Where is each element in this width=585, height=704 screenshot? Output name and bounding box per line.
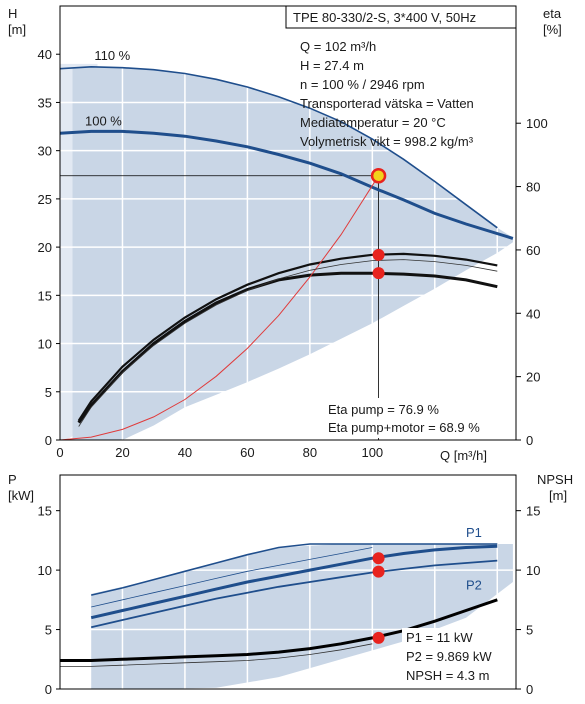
- head-tick-label: 35: [38, 95, 52, 110]
- x-tick-label: 60: [240, 445, 254, 460]
- head-axis-unit: [m]: [8, 22, 26, 37]
- p2-info-label: P2 = 9.869 kW: [406, 649, 492, 664]
- duty-point-marker: [370, 167, 387, 184]
- x-tick-label: 0: [56, 445, 63, 460]
- x-tick-label: 80: [303, 445, 317, 460]
- eta-pump-label: Eta pump = 76.9 %: [328, 402, 439, 417]
- head-tick-label: 20: [38, 240, 52, 255]
- eta-pump-motor-curve: [77, 271, 498, 424]
- system-curve: [59, 175, 380, 441]
- flow-axis-label: Q [m³/h]: [440, 448, 487, 463]
- npsh-thin-curve: [60, 643, 373, 667]
- eta-pump-curve: [77, 252, 498, 422]
- eta-tick-label: 40: [526, 306, 540, 321]
- info-speed: n = 100 % / 2946 rpm: [300, 77, 425, 92]
- head-tick-label: 40: [38, 47, 52, 62]
- x-tick-label: 100: [361, 445, 383, 460]
- pump-curve-110-label: 110 %: [94, 48, 130, 63]
- eta-tick-label: 60: [526, 243, 540, 258]
- power-tick-label: 15: [38, 504, 52, 519]
- x-tick-label: 20: [115, 445, 129, 460]
- eta-pump-motor-label: Eta pump+motor = 68.9 %: [328, 420, 480, 435]
- pump-curve-100: [59, 129, 514, 240]
- eta-tick-label: 0: [526, 433, 533, 448]
- power-chart-operating-area: [91, 544, 513, 689]
- eta-axis-unit: [%]: [543, 22, 562, 37]
- eta-point-marker: [372, 248, 385, 261]
- power-axis-unit: [kW]: [8, 488, 34, 503]
- head-tick-label: 25: [38, 192, 52, 207]
- p2-curve: [90, 559, 498, 629]
- eta-axis-label: eta: [543, 6, 562, 21]
- power-point-marker: [372, 565, 385, 578]
- pump-curve-110: [59, 65, 498, 229]
- head-tick-label: 30: [38, 144, 52, 159]
- info-head: H = 27.4 m: [300, 58, 364, 73]
- eta-tick-label: 100: [526, 116, 548, 131]
- info-liquid: Transporterad vätska = Vatten: [300, 96, 474, 111]
- power-point-marker: [372, 631, 385, 644]
- head-tick-label: 0: [45, 433, 52, 448]
- head-tick-label: 15: [38, 288, 52, 303]
- npsh-tick-label: 10: [526, 563, 540, 578]
- p1-upper-curve: [91, 543, 498, 596]
- info-temperature: Mediatemperatur = 20 °C: [300, 115, 446, 130]
- npsh-curve: [60, 598, 498, 662]
- head-tick-label: 10: [38, 337, 52, 352]
- x-tick-label: 40: [178, 445, 192, 460]
- head-axis-label: H: [8, 6, 17, 21]
- eta-point-marker: [372, 267, 385, 280]
- eta-thin-curve: [78, 259, 498, 427]
- npsh-tick-label: 5: [526, 623, 533, 638]
- model-label: TPE 80-330/2-S, 3*400 V, 50Hz: [293, 10, 476, 25]
- p2-label: P2: [466, 578, 482, 593]
- p1-curve: [90, 544, 498, 620]
- info-flow: Q = 102 m³/h: [300, 39, 376, 54]
- power-tick-label: 0: [45, 682, 52, 697]
- npsh-tick-label: 15: [526, 504, 540, 519]
- p1-label: P1: [466, 525, 482, 540]
- power-tick-label: 5: [45, 623, 52, 638]
- power-info-box: [402, 628, 514, 688]
- info-density: Volymetrisk vikt = 998.2 kg/m³: [300, 134, 474, 149]
- eta-tick-label: 80: [526, 180, 540, 195]
- npsh-axis-unit: [m]: [549, 488, 567, 503]
- npsh-axis-label: NPSH: [537, 472, 573, 487]
- eta-info-box: [325, 398, 513, 438]
- p1-info-label: P1 = 11 kW: [406, 630, 473, 645]
- head-tick-label: 5: [45, 385, 52, 400]
- pump-curve-100-label: 100 %: [85, 114, 122, 129]
- head-chart-operating-area: [72, 66, 513, 441]
- operating-info: Q = 102 m³/h H = 27.4 m n = 100 % / 2946…: [300, 39, 474, 149]
- npsh-info-label: NPSH = 4.3 m: [406, 668, 489, 683]
- power-point-marker: [372, 552, 385, 565]
- model-label-box: [285, 5, 517, 29]
- npsh-tick-label: 0: [526, 682, 533, 697]
- power-chart-frame: [59, 474, 517, 690]
- power-axis-label: P: [8, 472, 17, 487]
- eta-tick-label: 20: [526, 370, 540, 385]
- power-tick-label: 10: [38, 563, 52, 578]
- p1-thin-curve: [91, 547, 373, 608]
